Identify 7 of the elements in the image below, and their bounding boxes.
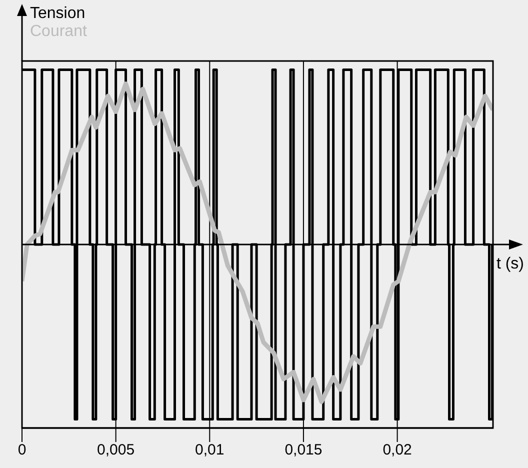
x-tick-label: 0,005 — [97, 442, 135, 459]
x-tick-label: 0,015 — [284, 442, 322, 459]
x-tick-label: 0,02 — [382, 442, 412, 459]
x-tick-label: 0 — [18, 442, 26, 459]
x-tick-label: 0,01 — [195, 442, 224, 459]
legend-label: Tension — [30, 5, 86, 22]
x-axis-title: t (s) — [496, 256, 524, 272]
